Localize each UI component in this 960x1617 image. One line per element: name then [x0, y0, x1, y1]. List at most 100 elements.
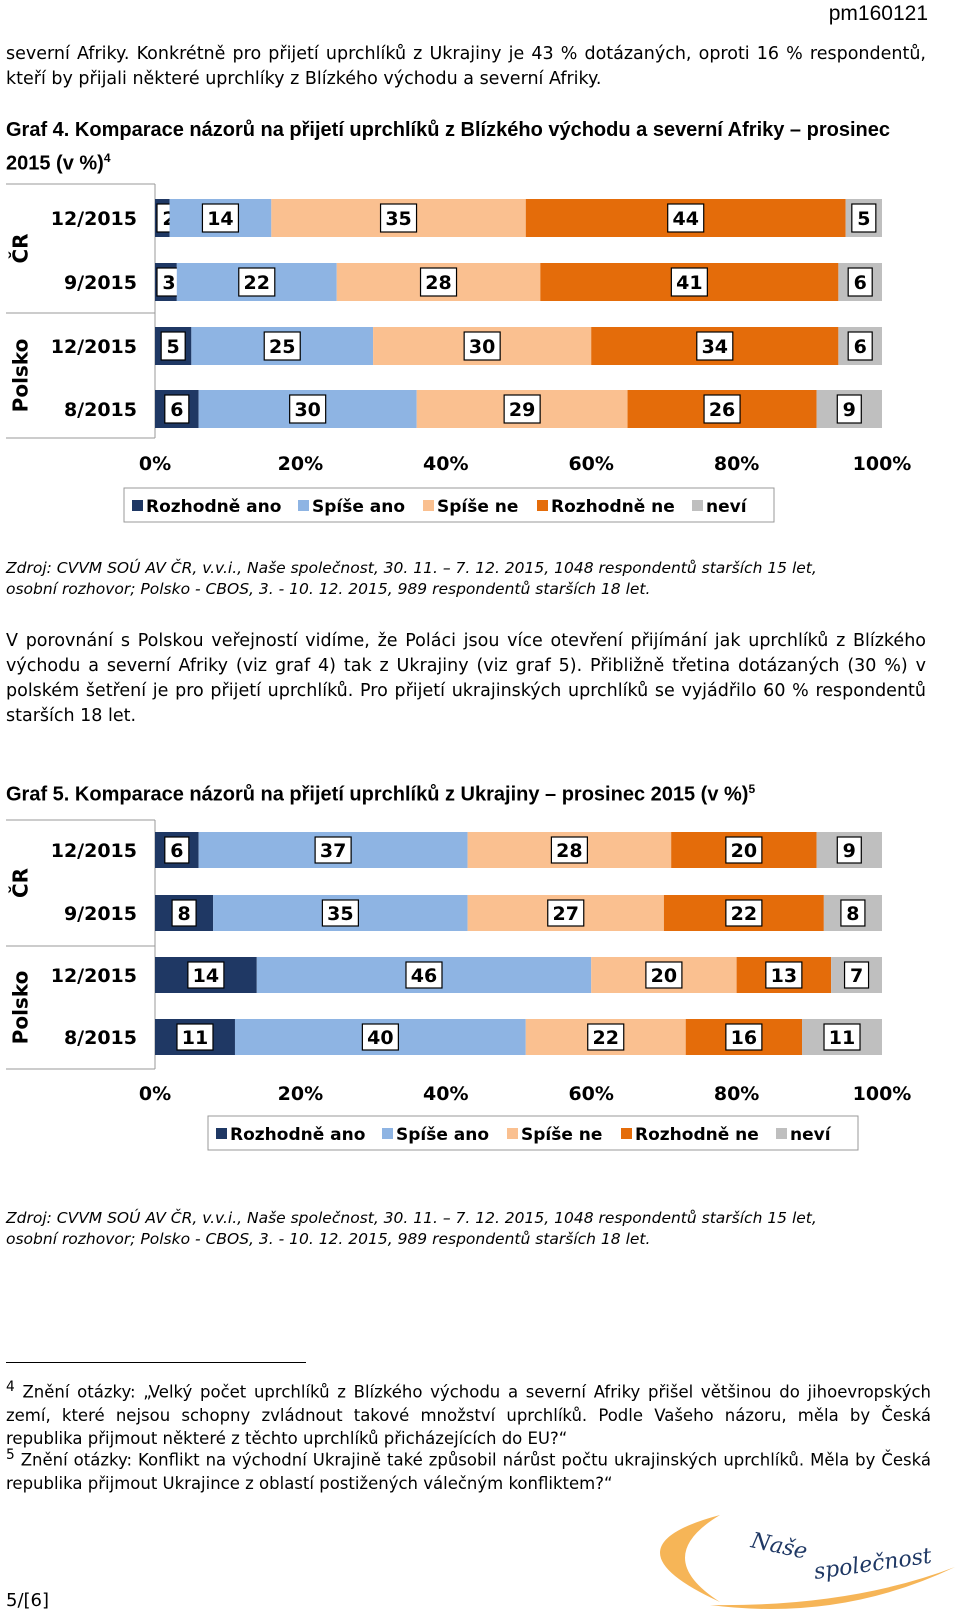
graph5-footnote-ref: 5: [748, 782, 756, 796]
x-tick-label: 40%: [423, 1083, 468, 1105]
category-label: 8/2015: [64, 1027, 137, 1049]
data-label-box: [160, 331, 186, 361]
data-label: 11: [829, 1027, 855, 1049]
footnote-divider: [6, 1362, 306, 1363]
data-label: 8: [177, 903, 190, 925]
graph5-source: Zdroj: CVVM SOÚ AV ČR, v.v.i., Naše spol…: [6, 1208, 936, 1250]
data-label-box: [847, 331, 873, 361]
data-label-box: [847, 267, 873, 297]
group-label: Polsko: [9, 971, 33, 1045]
data-label: 34: [702, 336, 728, 358]
x-tick-label: 80%: [714, 453, 759, 475]
graph4-title: Graf 4. Komparace názorů na přijetí uprc…: [6, 116, 926, 178]
x-tick-label: 0%: [139, 453, 171, 475]
category-label: 9/2015: [64, 272, 137, 294]
graph5-source-line1: Zdroj: CVVM SOÚ AV ČR, v.v.i., Naše spol…: [6, 1209, 817, 1227]
data-label: 28: [425, 272, 451, 294]
comparison-paragraph: V porovnání s Polskou veřejností vidíme,…: [6, 631, 926, 726]
graph4-footnote-ref: 4: [103, 151, 111, 165]
data-label: 6: [170, 399, 183, 421]
legend-box: [207, 1115, 859, 1151]
data-label: 27: [553, 903, 579, 925]
data-label: 8: [846, 903, 859, 925]
footnote-4-number: 4: [6, 1379, 15, 1395]
legend-label: Spíše ne: [521, 1125, 602, 1145]
legend-label: neví: [706, 497, 748, 517]
graph4-source: Zdroj: CVVM SOÚ AV ČR, v.v.i., Naše spol…: [6, 558, 936, 600]
footnote-5-number: 5: [6, 1447, 15, 1463]
category-label: 8/2015: [64, 399, 137, 421]
data-label-box: [405, 961, 443, 989]
svg-text:společnost: společnost: [812, 1544, 933, 1585]
data-label-box: [361, 1023, 399, 1051]
data-label: 22: [731, 903, 757, 925]
data-label: 6: [854, 336, 867, 358]
data-label-box: [725, 1023, 763, 1051]
data-label: 30: [294, 399, 320, 421]
data-label: 30: [469, 336, 495, 358]
data-label-box: [503, 394, 541, 424]
legend-label: Rozhodně ne: [551, 497, 675, 517]
data-label-box: [836, 836, 862, 864]
graph4-source-line2: osobní rozhovor; Polsko - CBOS, 3. - 10.…: [6, 580, 651, 598]
legend-label: Spíše ne: [437, 497, 518, 517]
graph4-source-line1: Zdroj: CVVM SOÚ AV ČR, v.v.i., Naše spol…: [6, 559, 817, 577]
data-label: 7: [850, 965, 863, 987]
legend-swatch: [298, 500, 309, 511]
data-label-box: [164, 836, 190, 864]
category-label: 12/2015: [51, 840, 137, 862]
data-label-box: [703, 394, 741, 424]
legend-swatch: [423, 500, 434, 511]
data-label: 14: [193, 965, 219, 987]
data-label: 28: [556, 840, 582, 862]
footnote-4-text: Znění otázky: „Velký počet uprchlíků z B…: [6, 1382, 931, 1448]
data-label-box: [171, 899, 197, 927]
data-label-box: [696, 331, 734, 361]
legend-label: Spíše ano: [312, 497, 405, 517]
x-tick-label: 0%: [139, 1083, 171, 1105]
footnote-4: 4 Znění otázky: „Velký počet uprchlíků z…: [6, 1376, 931, 1450]
data-label-box: [379, 203, 418, 233]
legend-swatch: [692, 500, 703, 511]
data-label-box: [823, 1023, 861, 1051]
footnote-5: 5 Znění otázky: Konflikt na východní Ukr…: [6, 1444, 931, 1495]
category-label: 9/2015: [64, 903, 137, 925]
footnote-5-text: Znění otázky: Konflikt na východní Ukraj…: [6, 1450, 931, 1493]
data-label: 6: [170, 840, 183, 862]
legend-swatch: [382, 1128, 393, 1139]
data-label: 5: [857, 208, 870, 230]
data-label-box: [321, 899, 359, 927]
x-tick-label: 20%: [278, 453, 323, 475]
graph5-chart: ČR Polsko 12/2015 6 37 28 20 9 9/2015 8 35 27 22 8 12/…: [6, 819, 912, 1151]
data-label: 9: [843, 840, 856, 862]
data-label: 13: [771, 965, 797, 987]
legend-swatch: [776, 1128, 787, 1139]
page-number: 5/[6]: [6, 1590, 50, 1611]
data-label: 14: [207, 208, 233, 230]
data-label-box: [289, 394, 327, 424]
legend-label: Rozhodně ano: [146, 497, 281, 517]
data-label-box: [187, 961, 225, 989]
x-tick-label: 100%: [853, 1083, 912, 1105]
data-label: 46: [411, 965, 437, 987]
data-label-box: [587, 1023, 625, 1051]
x-tick-label: 40%: [423, 453, 468, 475]
data-label-box: [176, 1023, 214, 1051]
legend-swatch: [132, 500, 143, 511]
data-label-box: [843, 961, 870, 989]
data-label: 26: [709, 399, 735, 421]
data-label-box: [263, 331, 301, 361]
data-label-box: [550, 836, 588, 864]
data-label-box: [840, 899, 866, 927]
data-label-box: [725, 836, 763, 864]
data-label-box: [314, 836, 352, 864]
x-tick-label: 100%: [853, 453, 912, 475]
data-label: 35: [327, 903, 353, 925]
graph4-title-text: Graf 4. Komparace názorů na přijetí uprc…: [6, 119, 890, 175]
legend-swatch: [216, 1128, 227, 1139]
nase-spolecnost-logo: Naše společnost: [660, 1515, 955, 1610]
group-label: ČR: [9, 233, 33, 263]
data-label: 22: [593, 1027, 619, 1049]
data-label-box: [419, 267, 458, 297]
data-label-box: [851, 203, 877, 233]
